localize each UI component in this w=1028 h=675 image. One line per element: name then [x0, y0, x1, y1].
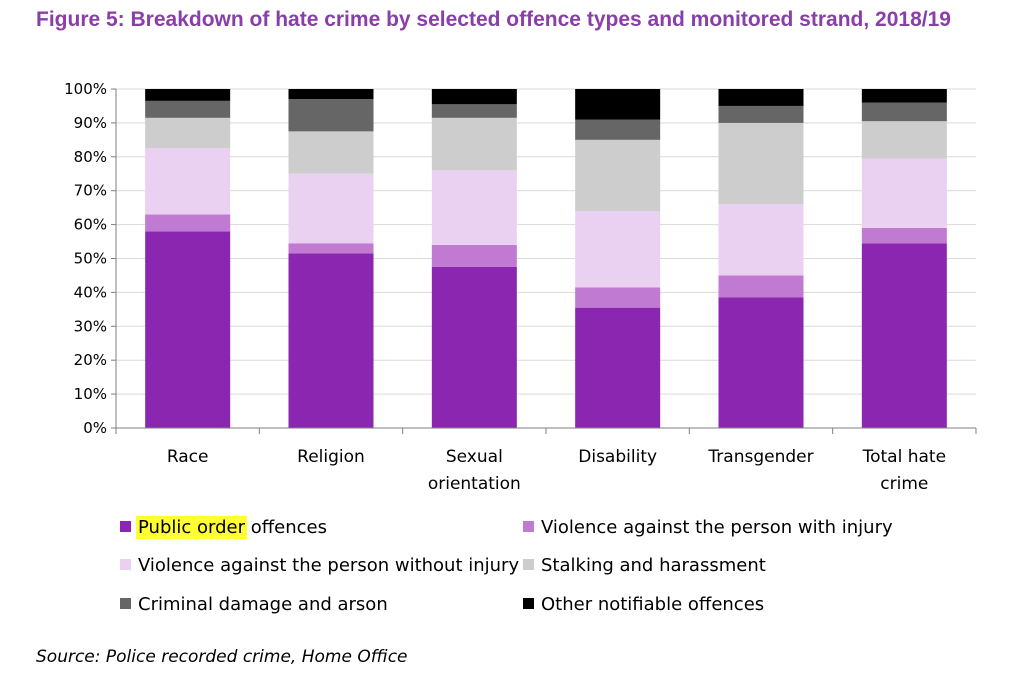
bar-segment — [861, 243, 947, 428]
y-tick-label: 90% — [74, 114, 107, 132]
bar-segment — [718, 275, 804, 298]
legend-swatch — [120, 559, 131, 570]
bar-segment — [288, 99, 374, 132]
bar-segment — [861, 102, 947, 122]
bar-segment — [431, 117, 517, 171]
bar-segment — [145, 148, 231, 215]
legend-swatch — [120, 521, 131, 532]
bar-segment — [575, 287, 661, 308]
legend-item: Public order offences — [120, 516, 327, 539]
grid-lines — [116, 88, 976, 395]
y-tick-label: 20% — [74, 351, 107, 369]
bar-segment — [145, 117, 231, 149]
bars — [145, 89, 947, 428]
x-category-label: Sexual orientation — [428, 447, 521, 494]
legend-swatch — [523, 521, 534, 532]
axes: 0% 10% 20% 30% 40% 50% 60% 70% 80% 90% 100% Race Rel… — [64, 80, 977, 494]
y-tick-label: 100% — [64, 80, 107, 98]
y-tick-label: 70% — [74, 182, 107, 200]
legend-label: Stalking and harassment — [541, 555, 766, 576]
bar-segment — [145, 231, 231, 428]
bar-segment — [145, 100, 231, 118]
bar-segment — [431, 266, 517, 428]
bar-segment — [575, 139, 661, 212]
bar-segment — [575, 211, 661, 288]
bar-segment — [861, 227, 947, 244]
legend-item: Violence against the person without inju… — [120, 555, 519, 576]
y-tick-label: 30% — [74, 317, 107, 335]
y-tick-label: 10% — [74, 385, 107, 403]
legend-label: Criminal damage and arson — [138, 594, 388, 615]
legend-label: Violence against the person with injury — [541, 517, 893, 538]
y-tick-label: 40% — [74, 283, 107, 301]
bar-segment — [575, 89, 661, 120]
bar-segment — [145, 214, 231, 232]
bar-segment — [431, 104, 517, 118]
legend-item: Criminal damage and arson — [120, 594, 388, 615]
x-category-label: Religion — [297, 447, 365, 467]
bar-segment — [288, 89, 374, 100]
bar-segment — [288, 243, 374, 254]
bar-segment — [145, 89, 231, 101]
bar-segment — [575, 119, 661, 140]
bar-segment — [718, 122, 804, 205]
x-category-label: Transgender — [707, 447, 813, 467]
legend-swatch — [120, 598, 131, 609]
bar-segment — [861, 89, 947, 103]
chart-title: Figure 5: Breakdown of hate crime by sel… — [36, 8, 951, 31]
bar-segment — [718, 204, 804, 276]
bar-segment — [718, 105, 804, 123]
y-tick-label: 50% — [74, 250, 107, 268]
source-note: Source: Police recorded crime, Home Offi… — [36, 647, 408, 667]
legend: Public order offences Violence against th… — [120, 516, 893, 615]
bar-segment — [575, 307, 661, 428]
legend-item: Other notifiable offences — [523, 594, 764, 615]
legend-label: Violence against the person without inju… — [138, 555, 519, 576]
bar-segment — [861, 158, 947, 228]
legend-swatch — [523, 598, 534, 609]
legend-swatch — [523, 559, 534, 570]
x-category-label: Disability — [578, 447, 657, 467]
legend-item: Stalking and harassment — [523, 555, 766, 576]
legend-label: Other notifiable offences — [541, 594, 764, 615]
legend-label: Public order offences — [138, 517, 327, 538]
bar-segment — [718, 89, 804, 106]
bar-segment — [431, 89, 517, 105]
bar-segment — [861, 121, 947, 159]
bar-segment — [718, 297, 804, 428]
bar-segment — [288, 173, 374, 244]
bar-segment — [431, 170, 517, 245]
bar-segment — [431, 244, 517, 267]
x-category-label: Total hate crime — [862, 447, 946, 494]
y-tick-label: 60% — [74, 216, 107, 234]
x-category-label: Race — [167, 447, 209, 467]
bar-segment — [288, 131, 374, 174]
legend-item: Violence against the person with injury — [523, 517, 893, 538]
y-tick-label: 80% — [74, 148, 107, 166]
bar-segment — [288, 253, 374, 428]
y-tick-label: 0% — [83, 419, 107, 437]
legend-highlight — [136, 516, 247, 539]
